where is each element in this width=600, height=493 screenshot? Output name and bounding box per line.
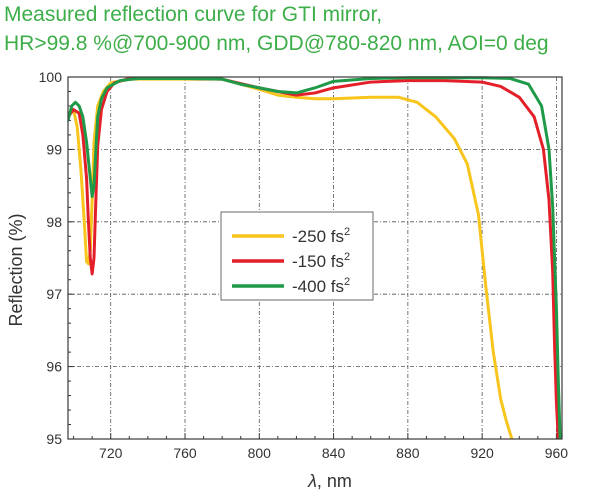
legend-label-2: -150 fs2 [292, 251, 350, 271]
legend: -250 fs2-150 fs2-400 fs2 [220, 211, 374, 301]
legend-label-3: -400 fs2 [292, 276, 350, 296]
x-tick-label: 760 [173, 445, 197, 461]
series-line-3 [68, 76, 562, 439]
y-tick-label: 99 [46, 141, 62, 157]
x-axis-symbol: λ [307, 471, 317, 491]
legend-label-text: -250 fs [292, 227, 344, 246]
y-tick-label: 96 [46, 359, 62, 375]
chart-title-line1: Measured reflection curve for GTI mirror… [4, 3, 383, 26]
x-axis-unit: , nm [317, 471, 352, 491]
plot-frame [67, 76, 563, 440]
series-lines [68, 76, 562, 439]
chart-title-line2: HR>99.8 %@700-900 nm, GDD@780-820 nm, AO… [4, 32, 549, 55]
legend-label-text: -150 fs [292, 252, 344, 271]
y-tick-label: 97 [46, 286, 62, 302]
legend-label-superscript: 2 [344, 251, 350, 263]
x-tick-label: 840 [322, 445, 346, 461]
y-tick-label: 98 [46, 214, 62, 230]
legend-label-text: -400 fs [292, 277, 344, 296]
x-tick-label: 920 [470, 445, 494, 461]
legend-label-1: -250 fs2 [292, 226, 350, 246]
x-axis-label: λ, nm [307, 471, 352, 491]
x-tick-label: 800 [248, 445, 272, 461]
legend-label-superscript: 2 [344, 276, 350, 288]
y-axis-ticks: 95 96 97 98 99 100 [39, 69, 74, 447]
y-tick-label: 100 [39, 69, 63, 85]
x-tick-label: 960 [545, 445, 569, 461]
x-tick-label: 880 [396, 445, 420, 461]
x-axis-ticks: 720 760 800 840 880 920 960 [73, 433, 569, 461]
y-axis-label: Reflection (%) [6, 213, 26, 326]
y-tick-label: 95 [46, 431, 62, 447]
legend-label-superscript: 2 [344, 226, 350, 238]
x-tick-label: 720 [99, 445, 123, 461]
